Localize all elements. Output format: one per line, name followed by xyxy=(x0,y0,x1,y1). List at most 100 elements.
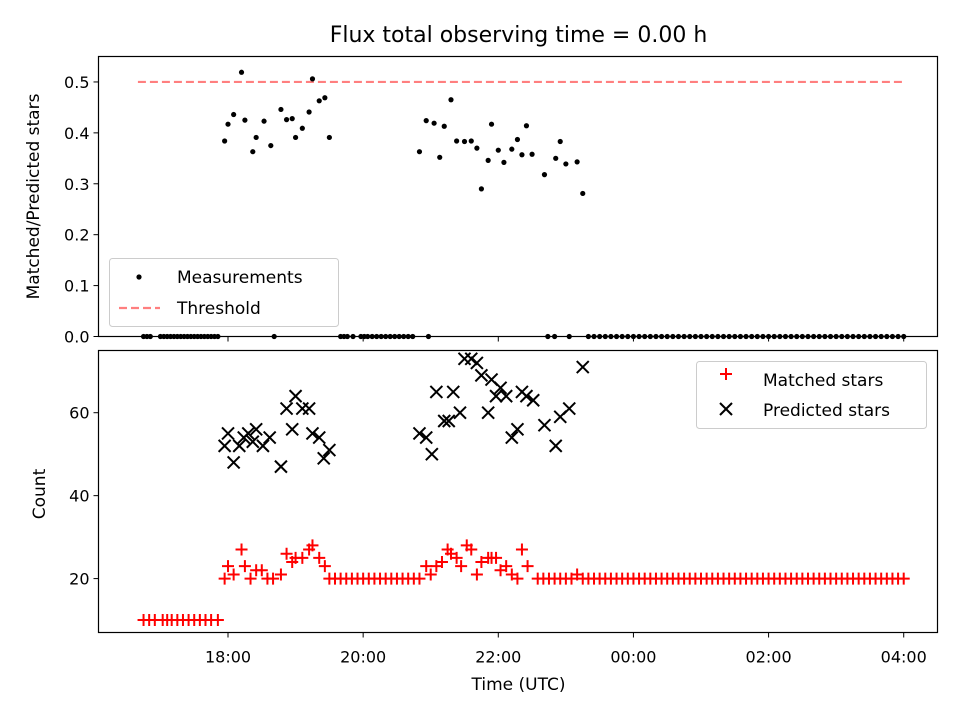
legend-label-predicted: Predicted stars xyxy=(763,401,890,421)
bottom-y-tick-label: 40 xyxy=(69,487,89,506)
legend-label-threshold: Threshold xyxy=(176,299,261,319)
matched-star-point xyxy=(244,572,257,585)
matched-star-point xyxy=(435,556,448,568)
predicted-star-point xyxy=(217,439,232,453)
matched-star-point xyxy=(521,560,534,573)
top-y-tick-label: 0.2 xyxy=(64,226,89,245)
predicted-star-point xyxy=(505,430,519,445)
matched-star-point xyxy=(465,543,478,556)
predicted-star-point xyxy=(322,443,337,457)
measurement-point xyxy=(509,146,515,152)
matched-star-point xyxy=(511,572,524,585)
predicted-star-point xyxy=(493,381,508,395)
measurement-point xyxy=(431,120,437,126)
measurement-point xyxy=(326,134,332,141)
measurement-point xyxy=(423,118,429,124)
matched-star-point xyxy=(475,556,488,568)
predicted-star-point xyxy=(446,385,460,399)
measurement-point xyxy=(306,109,312,115)
measurement-point xyxy=(529,151,535,157)
top-y-axis-label: Matched/Predicted stars xyxy=(24,93,44,299)
top-y-tick-label: 0.4 xyxy=(64,124,89,143)
predicted-star-point xyxy=(317,451,331,466)
measurement-point xyxy=(292,134,299,141)
matched-star-point xyxy=(313,551,326,564)
measurement-point xyxy=(231,111,237,118)
measurement-point xyxy=(557,138,563,145)
predicted-star-point xyxy=(562,401,576,416)
measurement-point xyxy=(461,138,468,145)
measurement-point xyxy=(309,76,316,82)
measurement-point xyxy=(553,155,559,161)
matched-star-point xyxy=(424,568,437,581)
measurement-point xyxy=(441,123,447,129)
predicted-star-point xyxy=(221,426,235,441)
legend-label-measurements: Measurements xyxy=(177,268,303,288)
predicted-star-point xyxy=(274,459,288,474)
matched-star-point xyxy=(211,614,224,627)
x-tick-label: 20:00 xyxy=(340,648,386,667)
predicted-star-point xyxy=(510,422,525,437)
matched-star-point xyxy=(515,543,528,556)
bottom-y-tick-label: 20 xyxy=(69,570,89,589)
matched-star-point xyxy=(450,551,463,564)
top-y-tick-label: 0.5 xyxy=(64,73,89,92)
matched-star-point xyxy=(238,560,251,573)
predicted-star-point xyxy=(442,414,456,428)
measurement-point xyxy=(580,190,586,197)
measurement-point xyxy=(437,154,443,160)
predicted-star-point xyxy=(457,352,472,366)
measurement-point xyxy=(495,147,501,153)
matched-star-point xyxy=(455,560,468,573)
measurement-point xyxy=(222,138,228,144)
legend-marker-predicted xyxy=(719,402,733,416)
measurement-point xyxy=(488,121,495,127)
chart-title: Flux total observing time = 0.00 h xyxy=(330,23,708,48)
matched-star-point xyxy=(500,560,513,573)
measurement-point xyxy=(268,142,274,149)
measurement-point xyxy=(316,98,322,104)
predicted-star-point xyxy=(412,426,427,441)
bottom-legend-box xyxy=(696,361,927,429)
bottom-y-axis-label: Count xyxy=(30,468,50,519)
measurement-point xyxy=(416,149,423,155)
predicted-star-point xyxy=(481,405,495,420)
predicted-star-point xyxy=(241,426,255,441)
predicted-star-point xyxy=(474,368,489,383)
measurement-point xyxy=(485,157,491,163)
predicted-star-point xyxy=(499,389,513,403)
matched-star-point xyxy=(267,572,280,585)
measurement-point xyxy=(541,172,548,178)
bottom-plot-frame xyxy=(97,349,939,634)
matched-star-point xyxy=(235,543,248,556)
top-legend-box xyxy=(109,258,339,327)
matched-star-point xyxy=(470,568,483,581)
top-legend: Measurements Threshold xyxy=(109,258,339,327)
predicted-star-point xyxy=(526,393,540,407)
measurement-point xyxy=(242,117,248,123)
matched-star-point xyxy=(413,572,426,585)
predicted-star-point xyxy=(305,426,320,441)
measurement-point xyxy=(514,136,521,143)
predicted-star-point xyxy=(295,401,310,416)
matched-star-point xyxy=(296,551,309,564)
bottom-panel: 20 40 60 18:00 20:00 22:00 00:00 02:00 04:00 Co… xyxy=(30,349,939,695)
predicted-star-point xyxy=(302,401,316,416)
bottom-y-tick-label: 60 xyxy=(69,404,89,423)
predicted-star-point xyxy=(312,430,326,445)
measurement-point xyxy=(253,134,259,141)
x-tick-label: 18:00 xyxy=(205,648,251,667)
predicted-star-point xyxy=(232,439,246,453)
top-panel: 0.0 0.1 0.2 0.3 0.4 0.5 Matched/Predicted sta… xyxy=(24,55,939,347)
measurement-point xyxy=(322,95,328,101)
predicted-star-point xyxy=(288,389,303,403)
predicted-star-point xyxy=(537,418,552,432)
matched-star-point xyxy=(280,547,293,560)
measurement-point xyxy=(523,123,530,129)
x-tick-label: 02:00 xyxy=(746,648,792,667)
matched-star-point xyxy=(490,551,503,564)
predicted-star-point xyxy=(464,352,478,366)
top-y-tick-label: 0.3 xyxy=(64,175,89,194)
predicted-star-point xyxy=(470,356,484,370)
